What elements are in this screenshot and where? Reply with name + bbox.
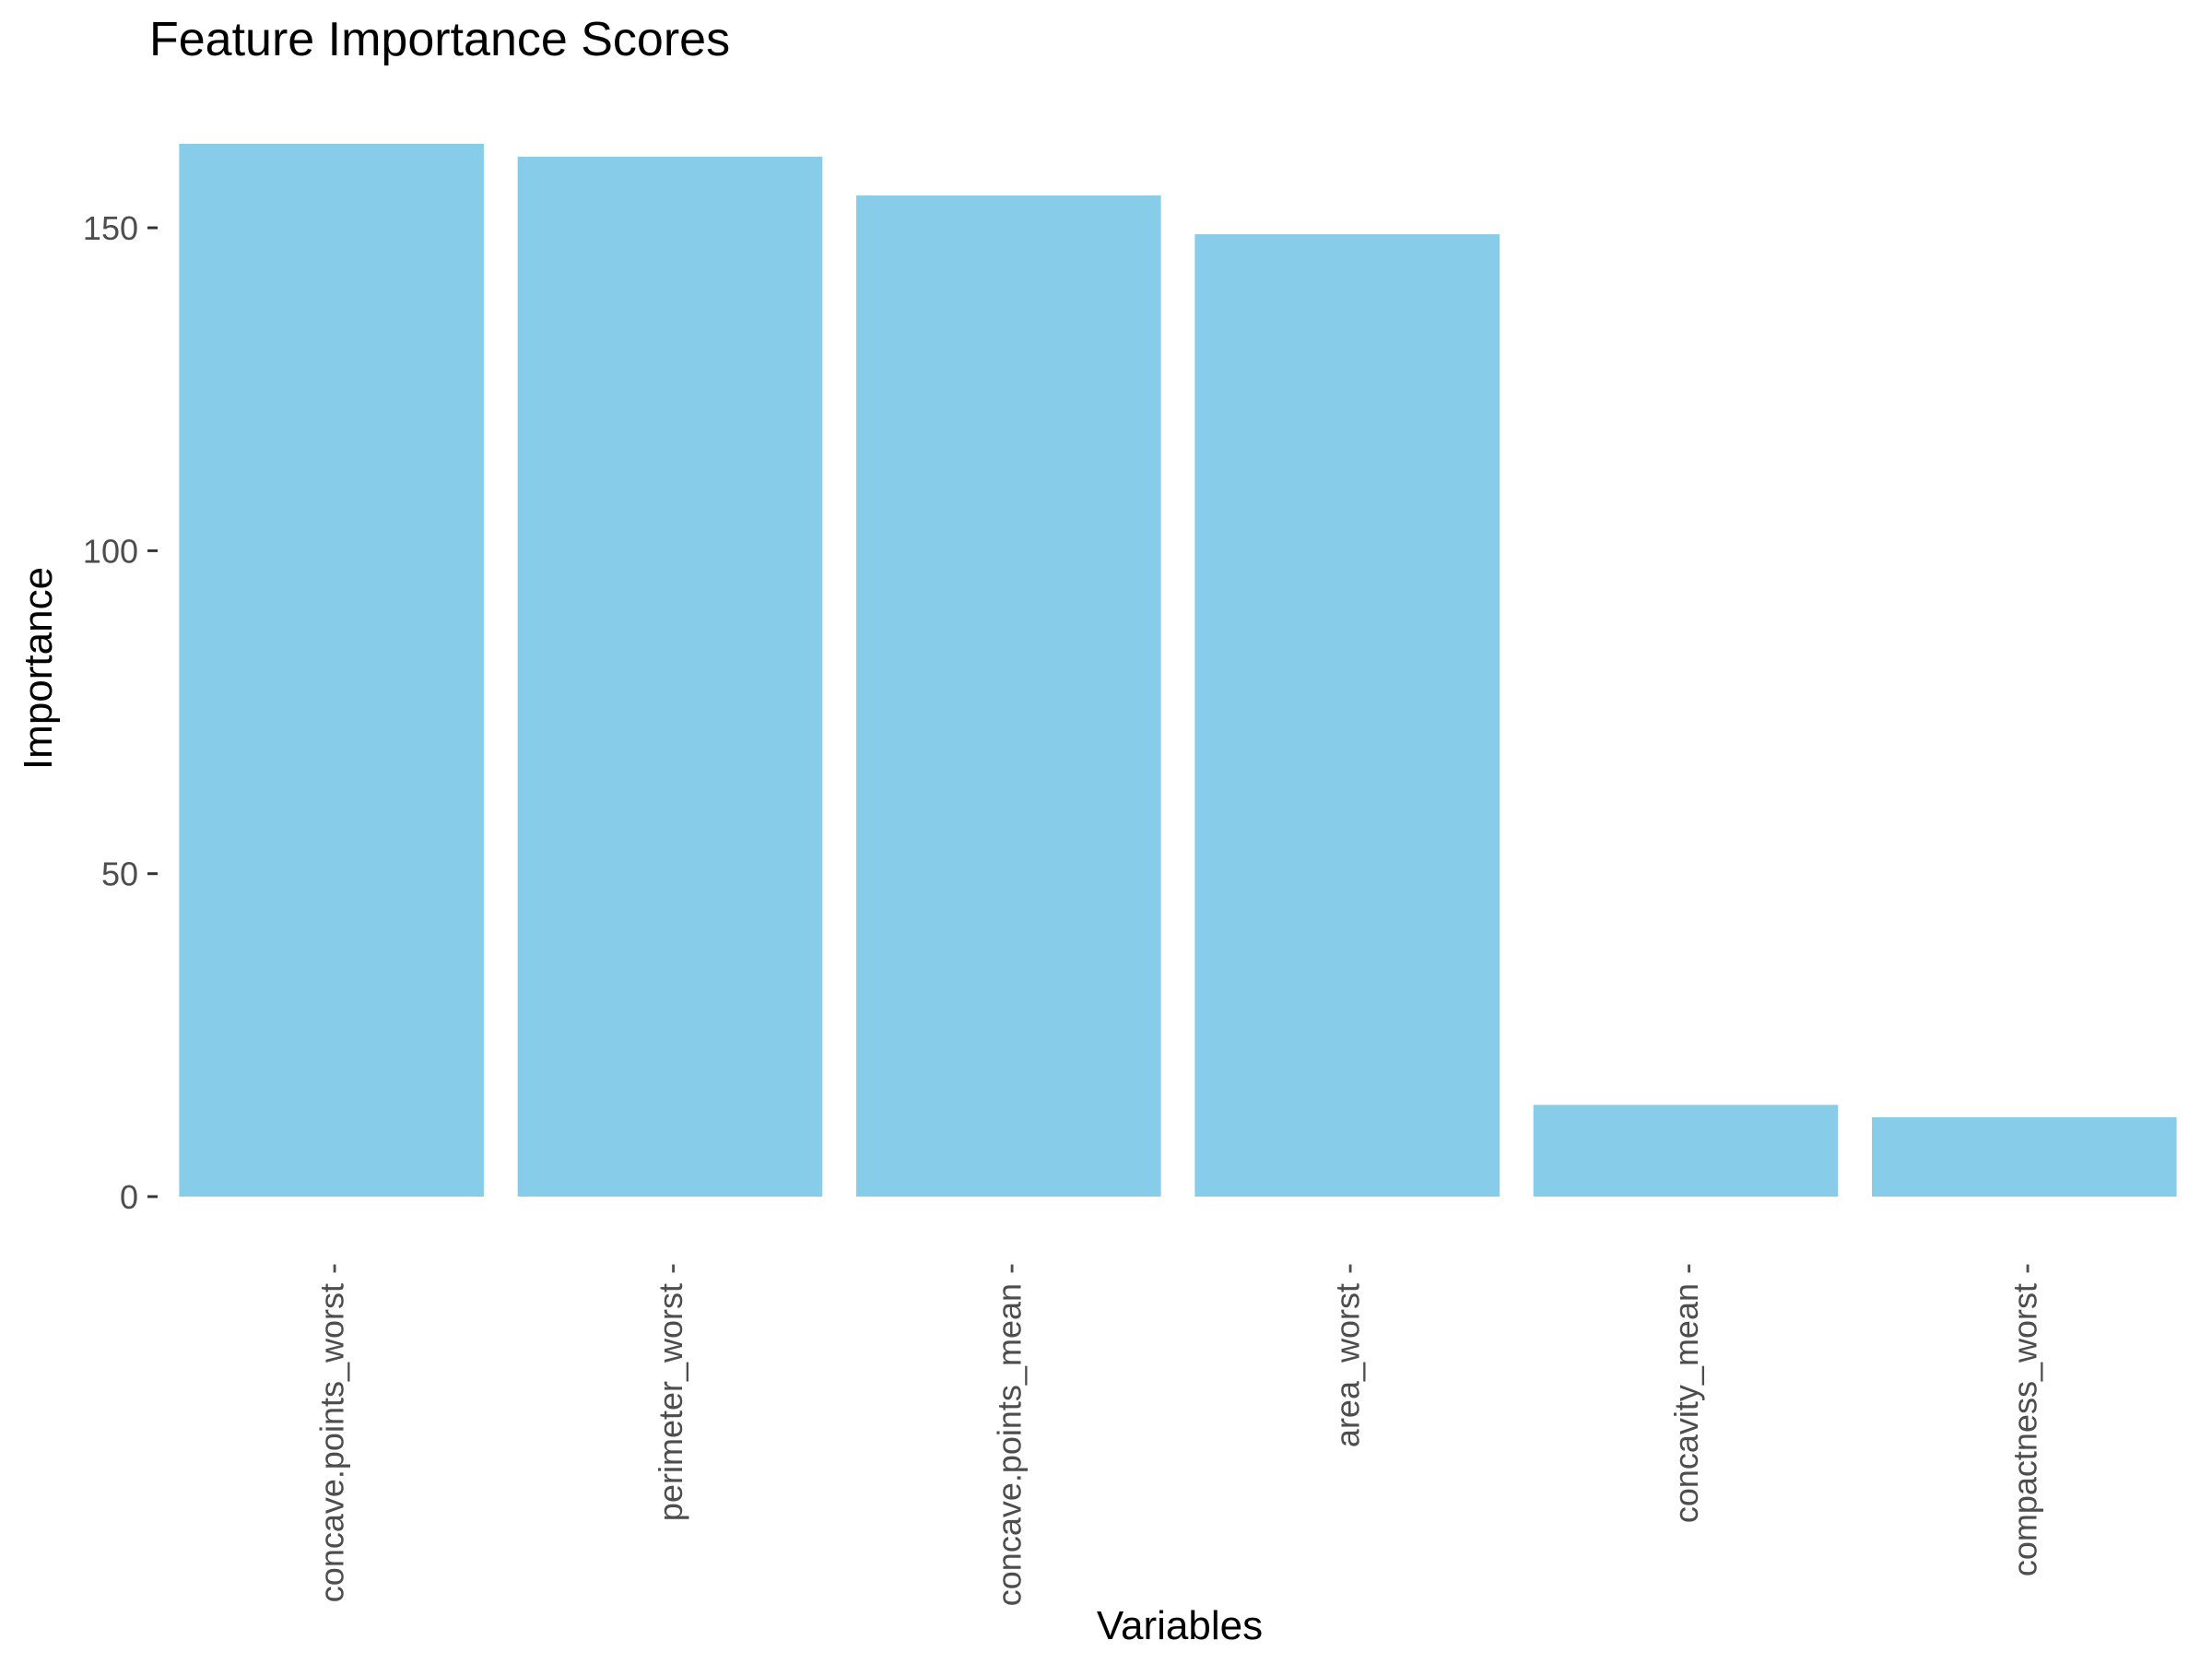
y-tick-label: 100 bbox=[83, 532, 138, 570]
x-axis-title: Variables bbox=[1097, 1603, 1263, 1648]
y-tick-label: 50 bbox=[101, 856, 138, 893]
x-tick-label: area_worst - bbox=[1329, 1263, 1367, 1447]
y-tick-label: 150 bbox=[83, 209, 138, 247]
x-axis: concave.points_worst - perimeter_worst - c… bbox=[313, 1263, 2044, 1606]
bar-concave-points-worst bbox=[179, 144, 484, 1197]
bar-perimeter-worst bbox=[517, 157, 823, 1198]
x-tick-label: concave.points_mean - bbox=[990, 1263, 1028, 1606]
x-tick-label: concave.points_worst - bbox=[313, 1263, 351, 1602]
y-axis-title: Importance bbox=[16, 567, 61, 770]
bar-compactness-worst bbox=[1872, 1116, 2177, 1197]
y-axis: 0 50 100 150 bbox=[83, 209, 158, 1216]
x-tick-label: compactness_worst - bbox=[2006, 1263, 2043, 1576]
bar-concave-points-mean bbox=[856, 195, 1161, 1197]
bars bbox=[179, 144, 2177, 1198]
x-tick-label: concavity_mean - bbox=[1667, 1263, 1705, 1523]
y-tick-label: 0 bbox=[120, 1178, 138, 1216]
bar-concavity-mean bbox=[1533, 1104, 1839, 1197]
x-tick-label: perimeter_worst - bbox=[652, 1263, 689, 1521]
chart-title: Feature Importance Scores bbox=[149, 13, 730, 66]
bar-area-worst bbox=[1194, 234, 1500, 1197]
